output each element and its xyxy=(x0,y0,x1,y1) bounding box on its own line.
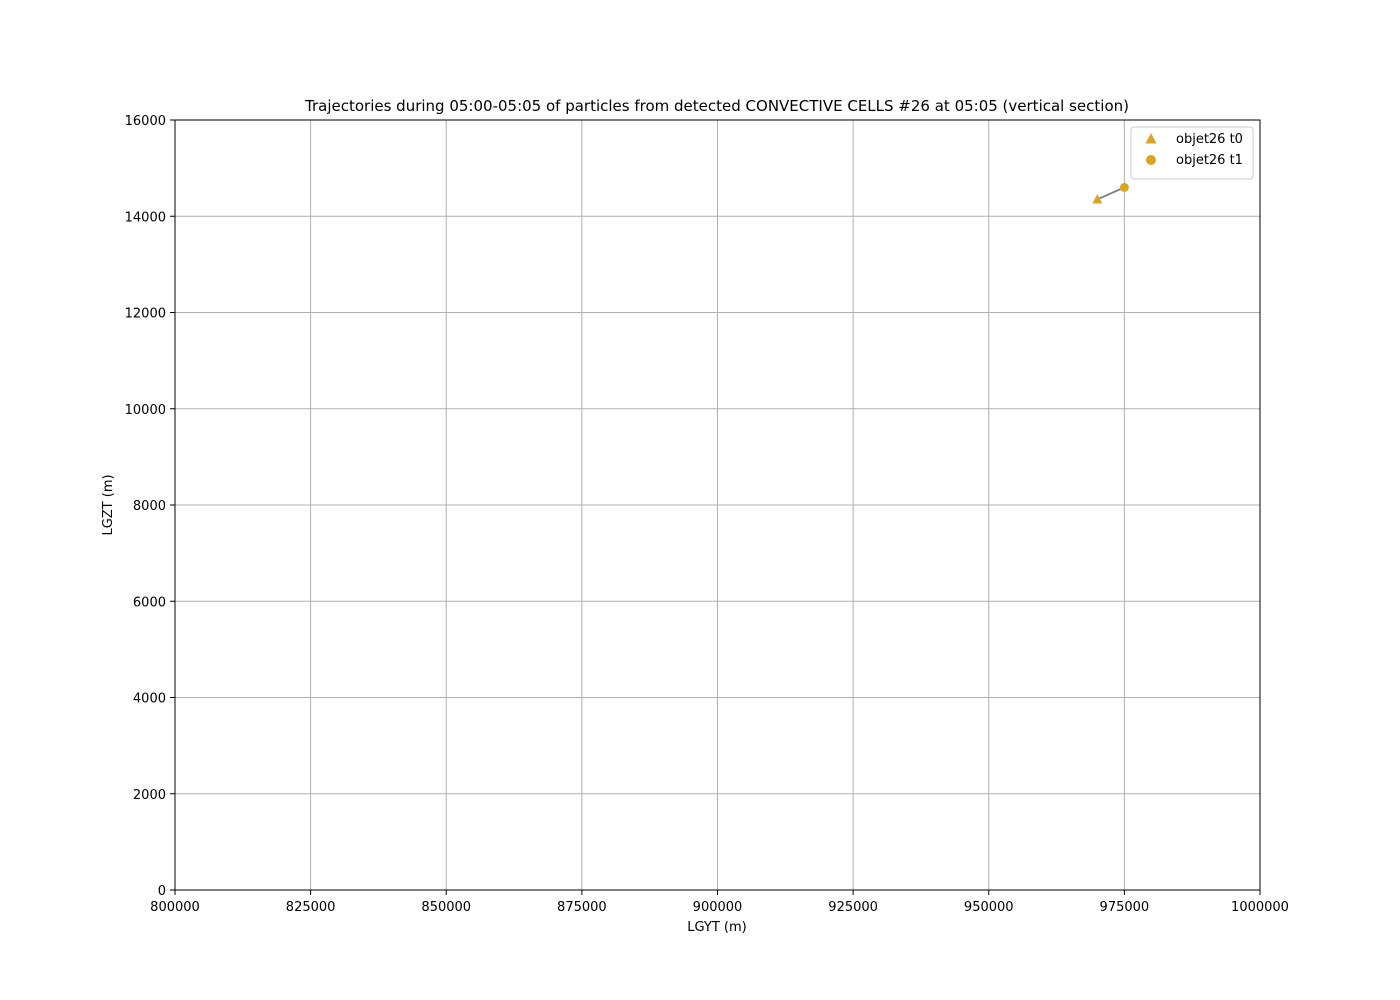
x-tick-label: 1000000 xyxy=(1231,900,1289,915)
legend-entry-label: objet26 t1 xyxy=(1176,153,1243,168)
y-tick-label: 6000 xyxy=(133,595,166,610)
x-axis-label: LGYT (m) xyxy=(687,920,747,935)
y-tick-label: 14000 xyxy=(125,210,166,225)
x-tick-label: 850000 xyxy=(421,900,471,915)
chart-title: Trajectories during 05:00-05:05 of parti… xyxy=(304,97,1129,115)
axis-ticks: 800000 825000 850000 875000 900000 925000 9500… xyxy=(125,114,1289,915)
y-tick-label: 8000 xyxy=(133,499,166,514)
y-tick-label: 16000 xyxy=(125,114,166,129)
x-tick-label: 950000 xyxy=(964,900,1014,915)
trajectory-line xyxy=(1096,186,1125,201)
x-tick-label: 975000 xyxy=(1100,900,1150,915)
x-tick-label: 800000 xyxy=(150,900,200,915)
legend-triangle-marker xyxy=(1145,133,1157,144)
y-tick-label: 2000 xyxy=(133,788,166,803)
legend-entry-label: objet26 t0 xyxy=(1176,132,1243,147)
legend-circle-marker xyxy=(1146,155,1156,165)
y-tick-label: 10000 xyxy=(125,403,166,418)
circle-point xyxy=(1119,182,1129,192)
y-axis-label: LGZT (m) xyxy=(101,474,116,535)
grid xyxy=(174,119,1261,891)
x-tick-label: 900000 xyxy=(693,900,743,915)
legend-box xyxy=(1130,126,1254,180)
y-tick-label: 12000 xyxy=(125,307,166,322)
legend: objet26 t0 objet26 t1 xyxy=(1130,126,1254,180)
y-tick-label: 0 xyxy=(158,884,166,899)
x-tick-label: 875000 xyxy=(557,900,607,915)
y-tick-label: 4000 xyxy=(133,692,166,707)
x-tick-label: 825000 xyxy=(286,900,336,915)
triangle-point xyxy=(1092,194,1103,204)
plot-area xyxy=(1092,182,1129,204)
x-tick-label: 925000 xyxy=(828,900,878,915)
